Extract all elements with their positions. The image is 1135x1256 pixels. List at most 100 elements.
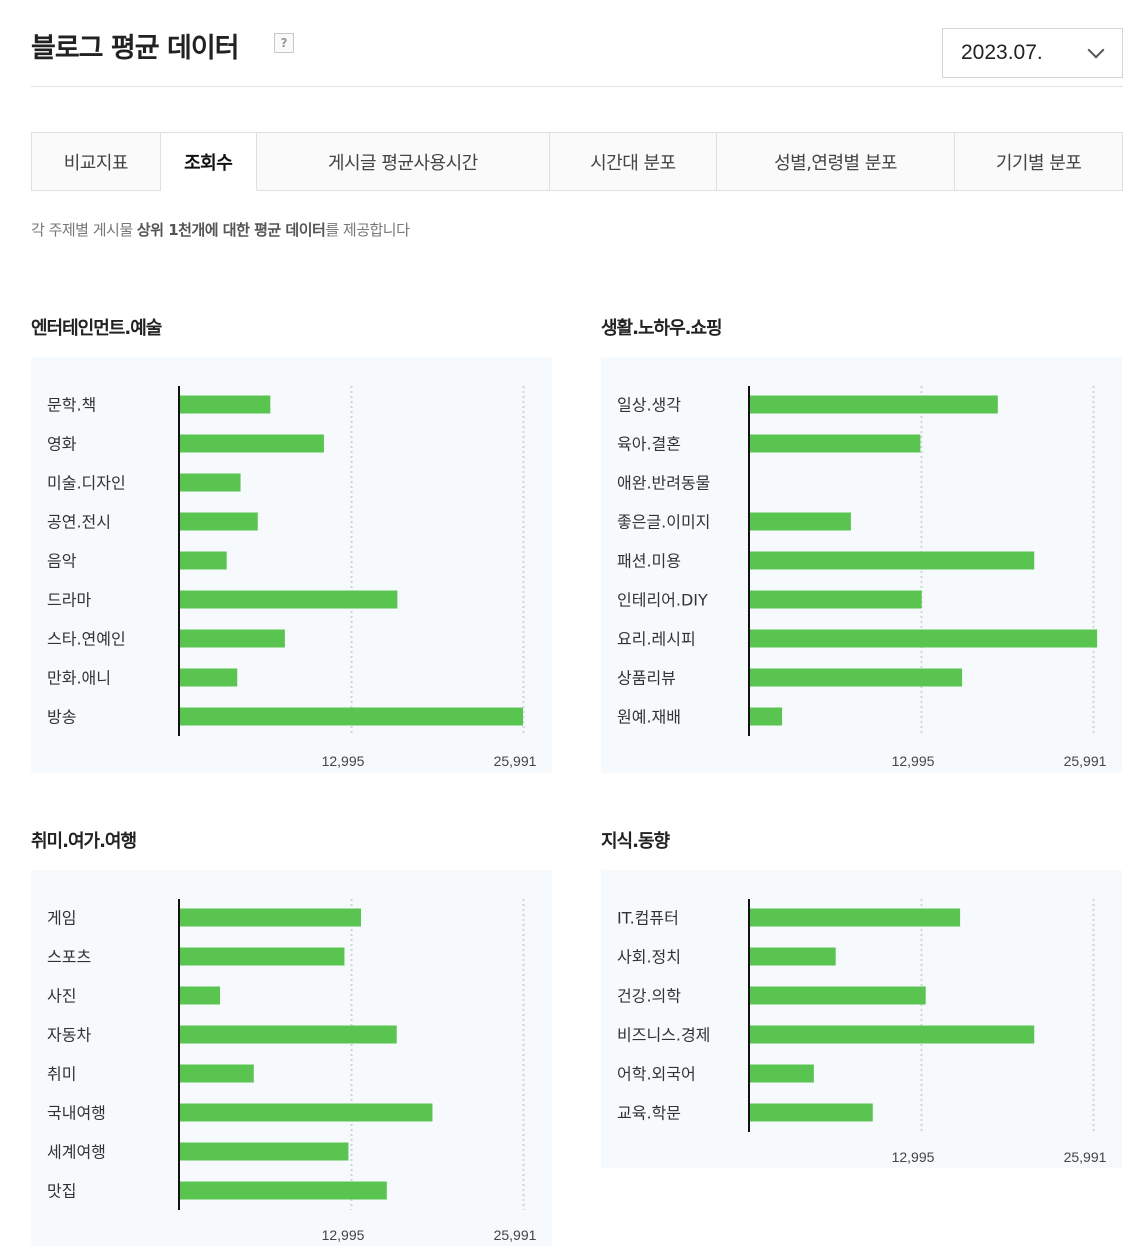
bar: [179, 908, 361, 927]
category-label: 맛집: [47, 1182, 76, 1201]
bar-chart-entertainment: 12,995 25,991 문학.책영화미술.디자인공연.전시음악드라마스타.연예인…: [47, 386, 537, 769]
category-label: 비즈니스.경제: [617, 1026, 710, 1045]
category-label: 요리.레시피: [617, 630, 696, 649]
bar: [749, 947, 836, 966]
category-label: 음악: [47, 552, 77, 571]
help-icon[interactable]: ?: [274, 33, 294, 53]
bar: [749, 434, 921, 453]
category-label: IT.컴퓨터: [617, 909, 679, 928]
chart-title-hobby: 취미.여가.여행: [31, 831, 137, 852]
bar: [179, 1103, 433, 1122]
category-label: 게임: [47, 909, 76, 928]
category-label: 교육.학문: [617, 1104, 681, 1123]
bar-chart-living: 12,995 25,991 일상.생각육아.결혼애완.반려동물좋은글.이미지패션.미…: [617, 386, 1107, 769]
bar: [179, 551, 227, 570]
tab-label: 조회수: [184, 152, 233, 174]
description-prefix: 각 주제별 게시물: [31, 221, 137, 239]
tab-label: 시간대 분포: [590, 152, 676, 174]
category-label: 미술.디자인: [47, 474, 126, 493]
month-select-value: 2023.07.: [961, 41, 1043, 64]
category-label: 영화: [47, 435, 77, 454]
chevron-down-icon: [1087, 41, 1105, 59]
x-tick-label: 12,995: [892, 753, 935, 769]
category-label: 일상.생각: [617, 396, 681, 415]
bar: [179, 947, 345, 966]
bar: [179, 434, 324, 453]
bar: [179, 1142, 349, 1161]
category-label: 인테리어.DIY: [617, 591, 708, 610]
category-label: 좋은글.이미지: [617, 513, 710, 532]
category-label: 스포츠: [47, 948, 91, 967]
category-label: 원예.재배: [617, 708, 681, 727]
chart-panel-entertainment: 12,995 25,991 문학.책 영화 미술.디자인 공연.전시 음악 드라마 스타.연예인…: [31, 357, 552, 773]
x-tick-label: 25,991: [494, 1227, 537, 1243]
bar: [749, 1103, 873, 1122]
bar: [179, 1064, 254, 1083]
bar-chart-knowledge: 12,995 25,991 IT.컴퓨터사회.정치건강.의학비즈니스.경제어학.외국…: [617, 899, 1107, 1165]
category-label: 취미: [47, 1065, 76, 1084]
tab-comparison[interactable]: 비교지표: [32, 133, 161, 190]
tab-avg-time[interactable]: 게시글 평균사용시간: [257, 133, 551, 190]
bar: [179, 1181, 387, 1200]
x-tick-label: 25,991: [1064, 1149, 1107, 1165]
x-tick-label: 12,995: [322, 753, 365, 769]
tab-label: 성별,연령별 분포: [774, 152, 897, 174]
category-label: 건강.의학: [617, 987, 681, 1006]
chart-panel-living: 12,995 25,991 일상.생각 육아.결혼 애완.반려동물 좋은글.이미지 패션.미…: [601, 357, 1122, 773]
category-label: 자동차: [47, 1026, 91, 1045]
category-label: 육아.결혼: [617, 435, 681, 454]
bar: [179, 590, 398, 609]
bar: [179, 473, 241, 492]
page-header: 블로그 평균 데이터 ? 2023.07.: [31, 0, 1123, 87]
bar: [749, 986, 926, 1005]
tab-label: 비교지표: [63, 152, 129, 174]
bar: [179, 1025, 397, 1044]
bar: [749, 1025, 1035, 1044]
description-suffix: 를 제공합니다: [325, 221, 410, 239]
bar: [179, 707, 523, 726]
bar: [749, 668, 963, 687]
category-label: 국내여행: [47, 1104, 106, 1123]
bar: [749, 590, 922, 609]
chart-title-entertainment: 엔터테인먼트.예술: [31, 318, 162, 339]
metric-tabs: 비교지표 조회수 게시글 평균사용시간 시간대 분포 성별,연령별 분포 기기별…: [31, 132, 1123, 191]
category-label: 세계여행: [47, 1143, 106, 1162]
bar: [179, 986, 221, 1005]
bar: [179, 668, 238, 687]
tab-label: 게시글 평균사용시간: [327, 152, 478, 174]
bar: [179, 629, 285, 648]
category-label: 상품리뷰: [617, 669, 676, 688]
bar: [179, 512, 258, 531]
description-bold: 상위 1천개에 대한 평균 데이터: [136, 221, 326, 239]
tab-device[interactable]: 기기별 분포: [955, 133, 1122, 190]
tab-gender-age[interactable]: 성별,연령별 분포: [717, 133, 956, 190]
chart-title-knowledge: 지식.동향: [601, 831, 670, 852]
category-label: 공연.전시: [47, 513, 111, 532]
bar: [749, 551, 1035, 570]
category-label: 드라마: [47, 591, 91, 610]
x-tick-label: 25,991: [1064, 753, 1107, 769]
bar: [749, 512, 851, 531]
x-tick-label: 12,995: [892, 1149, 935, 1165]
category-label: 패션.미용: [617, 552, 681, 571]
month-select[interactable]: 2023.07.: [942, 28, 1123, 78]
page-title: 블로그 평균 데이터: [31, 33, 240, 64]
category-label: 문학.책: [47, 396, 96, 415]
category-label: 사회.정치: [617, 948, 681, 967]
tab-time-distribution[interactable]: 시간대 분포: [550, 133, 717, 190]
category-label: 스타.연예인: [47, 630, 126, 649]
category-label: 사진: [47, 987, 76, 1006]
category-label: 어학.외국어: [617, 1065, 696, 1084]
category-label: 방송: [47, 708, 76, 727]
bar: [749, 395, 998, 414]
chart-panel-hobby: 12,995 25,991 게임 스포츠 사진 자동차 취미 국내여행 세계여행 맛집: [31, 870, 552, 1246]
chart-title-living: 생활.노하우.쇼핑: [601, 318, 723, 339]
tab-views[interactable]: 조회수: [160, 132, 257, 191]
bar: [749, 908, 961, 927]
category-label: 만화.애니: [47, 669, 111, 688]
tab-label: 기기별 분포: [995, 152, 1082, 174]
bar: [749, 1064, 814, 1083]
description-text: 각 주제별 게시물 상위 1천개에 대한 평균 데이터를 제공합니다: [31, 219, 410, 240]
